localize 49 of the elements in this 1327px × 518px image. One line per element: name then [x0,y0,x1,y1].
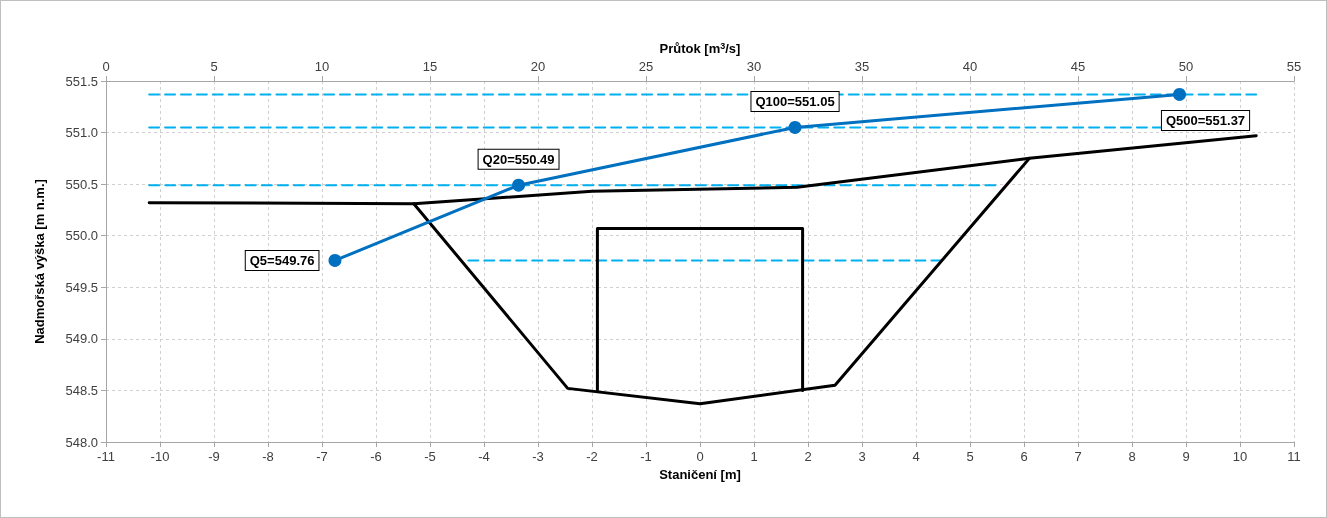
y-tick-label: 548.0 [65,434,98,450]
data-label: Q20=550.49 [482,151,555,167]
x-tick-label: 11 [1287,449,1301,464]
y-tick-label: 551.0 [65,125,98,141]
x-tick-label: -1 [640,449,652,464]
x-tick-label: 10 [1232,449,1248,464]
y-axis-title: Nadmořská výška [m n.m.] [32,179,47,344]
x-tick-label: -4 [478,449,490,464]
x-tick-label: -9 [208,449,220,464]
x-tick-label: 2 [804,449,812,464]
x-tick-label: 7 [1074,449,1082,464]
x-axis-title: Staničení [m] [659,466,741,482]
data-label: Q5=549.76 [249,252,315,268]
x2-tick-label: 50 [1178,59,1194,74]
x-tick-label: 6 [1020,449,1028,464]
x2-tick-label: 5 [210,59,218,74]
y-tick-label: 551.5 [65,73,98,89]
x-tick-label: -7 [316,449,328,464]
y-tick-label: 550.0 [65,228,98,244]
x2-tick-label: 55 [1286,59,1302,74]
x2-tick-label: 40 [962,59,978,74]
x2-tick-label: 45 [1070,59,1086,74]
x-tick-label: 5 [966,449,974,464]
x-tick-label: 0 [696,449,704,464]
x2-tick-label: 15 [422,59,438,74]
x-tick-label: -11 [97,449,115,464]
y-tick-label: 549.0 [65,331,98,347]
data-label: Q500=551.37 [1165,112,1246,128]
x-tick-label: -5 [424,449,436,464]
y-tick-label: 550.5 [65,176,98,192]
x2-tick-label: 0 [102,59,110,74]
x2-tick-label: 20 [530,59,546,74]
y-tick-label: 549.5 [65,279,98,295]
x2-tick-label: 10 [314,59,330,74]
y-tick-label: 548.5 [65,382,98,398]
x2-tick-label: 25 [638,59,654,74]
x-tick-label: 3 [858,449,866,464]
x-tick-label: -3 [532,449,544,464]
x-tick-label: -10 [150,449,170,464]
data-label: Q100=551.05 [755,93,835,109]
x-tick-label: 8 [1128,449,1136,464]
x-tick-label: -2 [586,449,598,464]
x2-tick-label: 30 [746,59,762,74]
x-tick-label: 1 [750,449,758,464]
x-tick-label: 4 [912,449,920,464]
x-tick-label: -6 [370,449,382,464]
x-tick-label: 9 [1182,449,1190,464]
x-tick-label: -8 [262,449,274,464]
x2-tick-label: 35 [854,59,870,74]
